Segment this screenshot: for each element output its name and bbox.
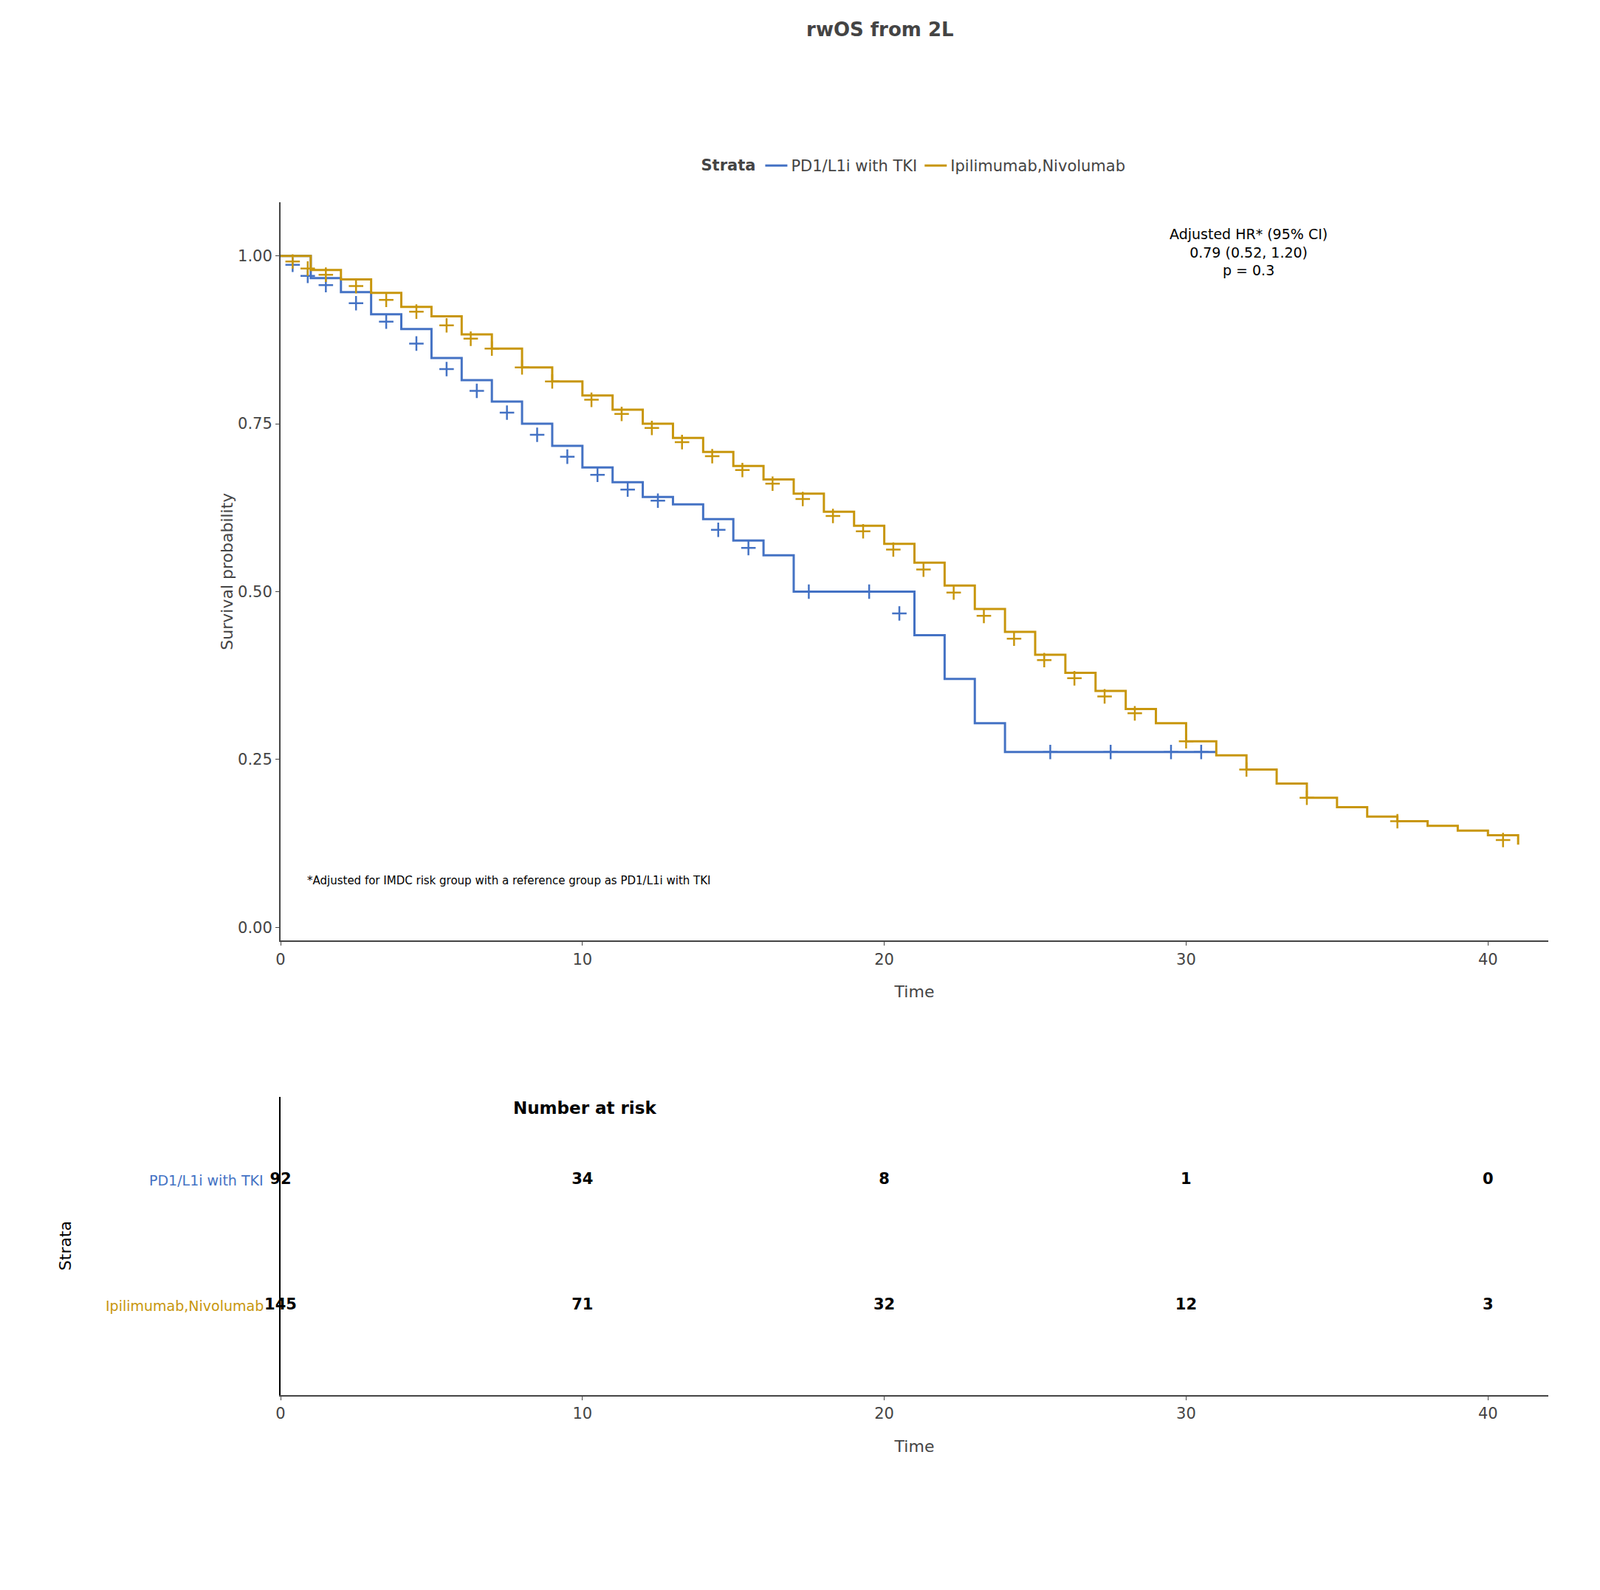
svg-text:40: 40 — [1478, 950, 1499, 969]
svg-text:0: 0 — [275, 950, 286, 969]
svg-text:92: 92 — [269, 1170, 291, 1189]
svg-text:0: 0 — [275, 1405, 286, 1423]
svg-text:10: 10 — [572, 950, 593, 969]
svg-text:20: 20 — [874, 950, 895, 969]
svg-text:30: 30 — [1176, 950, 1197, 969]
svg-text:Adjusted HR* (95% CI)0.79 (0.5: Adjusted HR* (95% CI)0.79 (0.52, 1.20)p … — [1169, 225, 1328, 279]
svg-text:32: 32 — [873, 1295, 895, 1314]
svg-text:3: 3 — [1482, 1295, 1494, 1314]
svg-text:Strata: Strata — [56, 1221, 75, 1271]
svg-text:PD1/L1i with TKI: PD1/L1i with TKI — [149, 1172, 264, 1189]
svg-text:0.50: 0.50 — [237, 583, 273, 602]
svg-text:10: 10 — [572, 1405, 593, 1423]
svg-text:40: 40 — [1478, 1405, 1499, 1423]
svg-text:30: 30 — [1176, 1405, 1197, 1423]
svg-text:PD1/L1i with TKI: PD1/L1i with TKI — [790, 157, 918, 175]
svg-text:145: 145 — [264, 1295, 297, 1314]
svg-text:71: 71 — [571, 1295, 593, 1314]
svg-text:Number at risk: Number at risk — [513, 1098, 657, 1118]
svg-text:8: 8 — [878, 1170, 890, 1189]
svg-text:rwOS from 2L: rwOS from 2L — [806, 18, 954, 41]
svg-text:0.75: 0.75 — [237, 414, 273, 433]
svg-text:Time: Time — [894, 1437, 935, 1457]
svg-text:Ipilimumab,Nivolumab: Ipilimumab,Nivolumab — [950, 157, 1126, 175]
svg-text:*Adjusted for IMDC risk group: *Adjusted for IMDC risk group with a ref… — [307, 874, 712, 888]
svg-text:1: 1 — [1180, 1170, 1192, 1189]
svg-text:Survival probability: Survival probability — [217, 493, 237, 651]
svg-text:0.25: 0.25 — [237, 750, 273, 769]
svg-text:0: 0 — [1482, 1170, 1494, 1189]
svg-text:20: 20 — [874, 1405, 895, 1423]
svg-text:Strata: Strata — [701, 156, 757, 175]
svg-text:1.00: 1.00 — [237, 247, 273, 266]
svg-text:Time: Time — [894, 982, 935, 1002]
svg-text:12: 12 — [1175, 1295, 1197, 1314]
svg-text:0.00: 0.00 — [237, 919, 273, 937]
svg-text:Ipilimumab,Nivolumab: Ipilimumab,Nivolumab — [105, 1298, 264, 1315]
svg-text:34: 34 — [571, 1170, 593, 1189]
